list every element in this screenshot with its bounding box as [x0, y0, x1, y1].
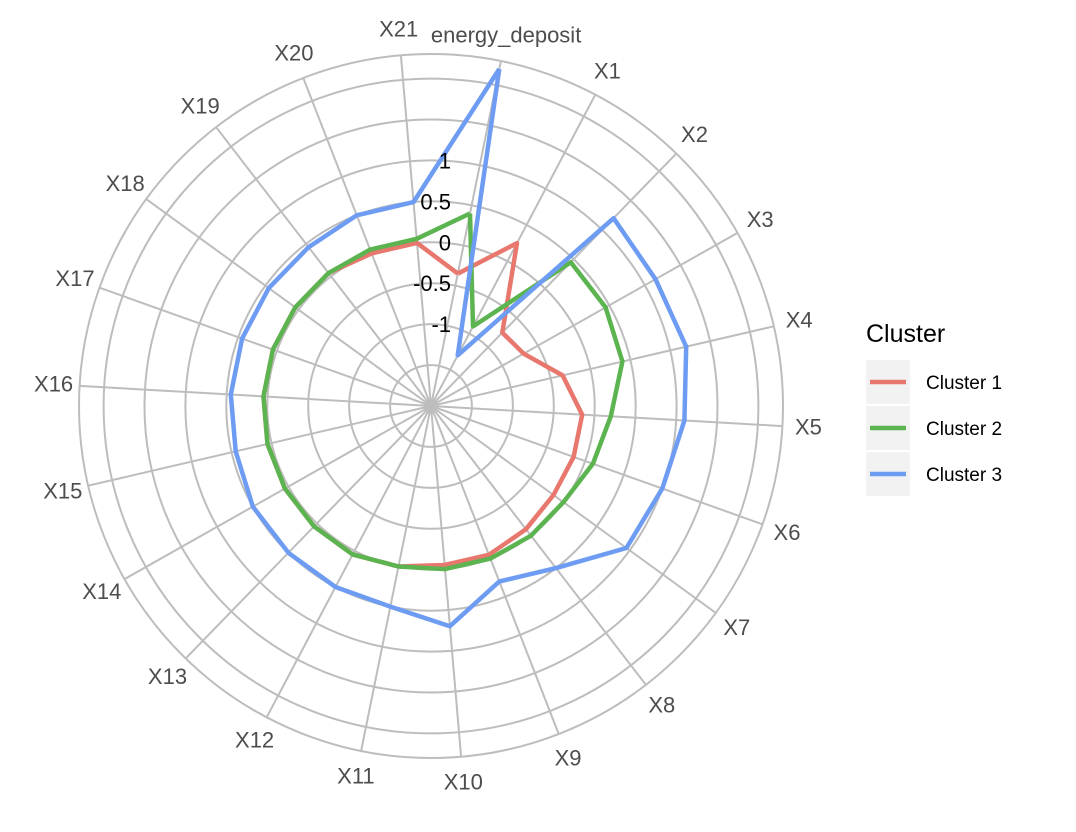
spoke-X12: [265, 405, 432, 718]
axis-label-X1: X1: [594, 59, 621, 84]
axis-label-X5: X5: [795, 415, 822, 440]
series-line-cluster-3: [228, 67, 689, 629]
spoke-X18: [145, 198, 432, 407]
radial-tick-label: 0: [439, 230, 451, 255]
axis-label-X21: X21: [379, 16, 418, 41]
radial-tick-label: -0.5: [413, 271, 451, 296]
legend-title: Cluster: [866, 320, 945, 348]
spoke-X7: [430, 405, 717, 614]
grid-ring: [225, 200, 637, 612]
spoke-X3: [430, 232, 738, 407]
axis-label-X14: X14: [82, 579, 121, 604]
grid-ring: [78, 53, 784, 759]
spoke-X8: [430, 405, 647, 686]
spoke-X21: [399, 55, 432, 407]
spoke-X17: [99, 286, 432, 407]
axis-label-X12: X12: [235, 727, 274, 752]
axis-label-X9: X9: [555, 745, 582, 770]
grid-ring: [389, 364, 473, 448]
spoke-X20: [302, 77, 432, 407]
legend-item-cluster-1: Cluster 1: [866, 360, 1002, 404]
grid-ring: [102, 77, 760, 735]
axis-label-X11: X11: [337, 764, 375, 789]
radial-tick-label: 1: [439, 148, 451, 173]
axis-label-X2: X2: [681, 122, 708, 147]
axis-label-X8: X8: [648, 692, 675, 717]
axis-label-X3: X3: [747, 207, 774, 232]
spoke-X11: [360, 405, 432, 752]
spoke-X10: [430, 405, 463, 757]
axis-label-X13: X13: [148, 664, 187, 689]
spoke-X15: [87, 405, 432, 487]
axis-label-X16: X16: [34, 371, 73, 396]
axis-label-X4: X4: [786, 307, 813, 332]
legend-label: Cluster 3: [926, 465, 1002, 486]
spoke-X5: [430, 405, 783, 428]
spoke-X2: [430, 152, 678, 407]
legend: Cluster Cluster 1 Cluster 2 Cluster 3: [866, 320, 1002, 496]
radial-tick-label: -1: [431, 312, 451, 337]
axis-label-X6: X6: [774, 520, 801, 545]
spoke-X13: [184, 405, 432, 660]
axis-label-X17: X17: [55, 266, 94, 291]
grid-ring: [143, 118, 719, 694]
axis-label-X10: X10: [444, 770, 483, 795]
legend-item-cluster-2: Cluster 2: [866, 406, 1002, 450]
spoke-energy_deposit: [430, 60, 502, 407]
axis-labels: energy_deposit X1 X2 X3 X4 X5 X6 X7 X8 X9 X10 X11 X1…: [34, 16, 822, 794]
axis-label-energy_deposit: energy_deposit: [431, 23, 581, 48]
axis-label-X19: X19: [181, 94, 220, 119]
axis-label-X7: X7: [723, 615, 750, 640]
spoke-X6: [430, 405, 763, 526]
series-line-cluster-2: [261, 211, 625, 572]
legend-label: Cluster 2: [926, 419, 1002, 440]
spoke-X14: [124, 405, 432, 580]
legend-item-cluster-3: Cluster 3: [866, 452, 1002, 496]
grid-ring: [307, 282, 555, 530]
legend-items: Cluster 1 Cluster 2 Cluster 3: [866, 360, 1002, 496]
radial-tick-label: 0.5: [420, 189, 451, 214]
axis-label-X18: X18: [106, 171, 145, 196]
spoke-X9: [430, 405, 560, 735]
radar-series: [228, 67, 689, 629]
radial-tick-labels: 1 0.5 0 -0.5 -1: [413, 148, 451, 337]
axis-label-X15: X15: [43, 479, 82, 504]
spoke-X4: [430, 325, 775, 407]
spoke-X19: [215, 126, 432, 407]
grid-ring: [184, 159, 678, 653]
grid-ring: [348, 323, 514, 489]
axis-label-X20: X20: [274, 41, 313, 66]
legend-label: Cluster 1: [926, 373, 1002, 394]
spoke-X16: [79, 384, 432, 407]
radar-spokes: [79, 55, 783, 757]
